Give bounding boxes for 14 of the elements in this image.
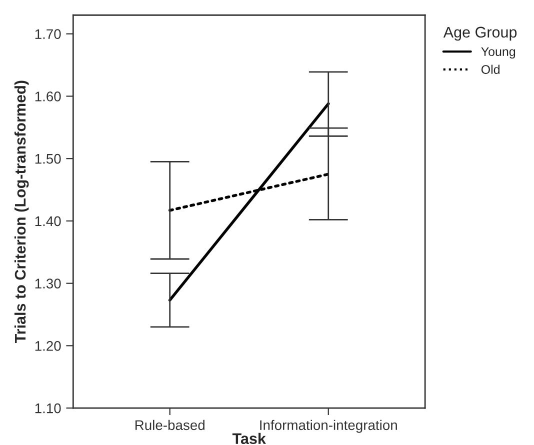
x-tick-label: Information-integration	[260, 420, 397, 433]
legend-title: Age Group	[443, 26, 517, 41]
y-tick-label: 1.20	[35, 341, 61, 351]
legend-label: Young	[481, 47, 516, 59]
y-tick-label: 1.60	[35, 92, 61, 102]
y-tick-label: 1.30	[35, 278, 61, 288]
y-tick-label: 1.50	[35, 154, 61, 164]
y-tick-label: 1.70	[35, 29, 61, 40]
x-tick-label: Rule-based	[135, 420, 204, 430]
y-tick-label: 1.10	[35, 403, 61, 414]
y-tick-label: 1.40	[35, 216, 61, 226]
y-axis-title: Trials to Criterion (Log-transformed)	[14, 80, 29, 343]
x-axis-title: Task	[232, 432, 266, 444]
legend-label: Old	[481, 64, 500, 74]
